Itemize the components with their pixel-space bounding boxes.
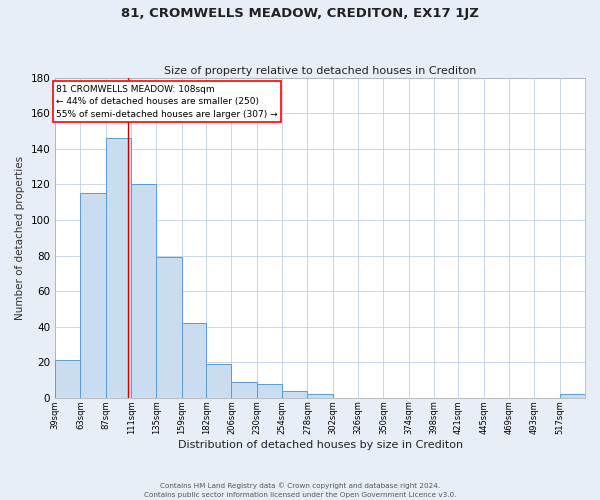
Bar (182, 323, 206, 398)
Bar (55, 360, 80, 398)
X-axis label: Distribution of detached houses by size in Crediton: Distribution of detached houses by size … (178, 440, 463, 450)
Text: Contains HM Land Registry data © Crown copyright and database right 2024.
Contai: Contains HM Land Registry data © Crown c… (144, 482, 456, 498)
Bar (307, 394, 333, 398)
Bar (257, 384, 282, 398)
Bar (157, 258, 182, 398)
Bar (80, 194, 106, 398)
Bar (206, 364, 232, 398)
Bar (232, 382, 257, 398)
Y-axis label: Number of detached properties: Number of detached properties (15, 156, 25, 320)
Text: 81, CROMWELLS MEADOW, CREDITON, EX17 1JZ: 81, CROMWELLS MEADOW, CREDITON, EX17 1JZ (121, 8, 479, 20)
Text: 81 CROMWELLS MEADOW: 108sqm
← 44% of detached houses are smaller (250)
55% of se: 81 CROMWELLS MEADOW: 108sqm ← 44% of det… (56, 85, 278, 119)
Title: Size of property relative to detached houses in Crediton: Size of property relative to detached ho… (164, 66, 476, 76)
Bar (131, 184, 157, 398)
Bar (282, 390, 307, 398)
Bar (106, 138, 131, 398)
Bar (560, 394, 585, 398)
